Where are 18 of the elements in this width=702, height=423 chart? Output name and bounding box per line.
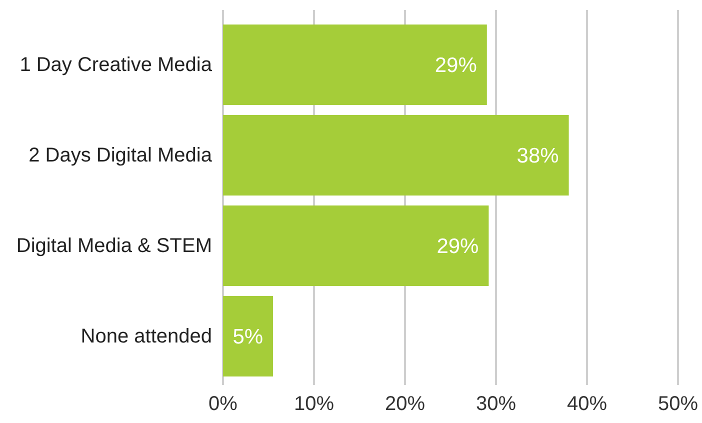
x-tick-label: 40% xyxy=(566,393,608,415)
x-tick-label: 10% xyxy=(294,393,334,415)
bar xyxy=(223,115,569,196)
data-label: 29% xyxy=(434,54,477,78)
y-tick-label: 1 Day Creative Media xyxy=(20,54,213,76)
bar xyxy=(223,24,487,106)
data-label: 5% xyxy=(232,326,264,349)
y-tick-label: None attended xyxy=(80,326,212,348)
bar xyxy=(223,296,274,376)
y-tick-label: Digital Media & STEM xyxy=(16,235,212,258)
x-tick-label: 30% xyxy=(476,393,516,415)
bar xyxy=(223,205,489,286)
x-tick-label: 50% xyxy=(658,393,698,415)
x-tick-label: 20% xyxy=(384,393,426,415)
y-tick-label: 2 Days Digital Media xyxy=(28,144,213,167)
data-label: 29% xyxy=(436,235,479,258)
x-tick-label: 0% xyxy=(208,393,238,415)
data-label: 38% xyxy=(516,144,559,168)
